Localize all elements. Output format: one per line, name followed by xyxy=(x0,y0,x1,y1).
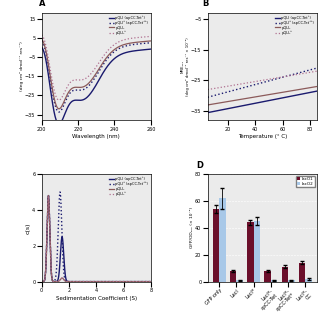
Legend: pQLI (apCC-Tet⁺), pQLI³ (apCC-Tet⁺³), pQLL, pQLL³: pQLI (apCC-Tet⁺), pQLI³ (apCC-Tet⁺³), pQ… xyxy=(108,176,149,197)
Y-axis label: GFP/OD₆₀₀ (× 10⁻²): GFP/OD₆₀₀ (× 10⁻²) xyxy=(190,207,194,248)
Text: D: D xyxy=(197,161,204,170)
Bar xyxy=(264,271,271,282)
Legend: lacO1, lacO2: lacO1, lacO2 xyxy=(296,176,315,188)
X-axis label: Temperature (° C): Temperature (° C) xyxy=(237,134,287,139)
Bar xyxy=(253,221,260,282)
X-axis label: Sedimentation Coefficient (S): Sedimentation Coefficient (S) xyxy=(56,296,137,300)
Y-axis label: (deg cm² dmol⁻¹ res⁻¹): (deg cm² dmol⁻¹ res⁻¹) xyxy=(20,42,24,92)
Bar xyxy=(305,279,312,282)
Text: B: B xyxy=(202,0,209,9)
Bar xyxy=(282,267,288,282)
Y-axis label: c(s): c(s) xyxy=(26,222,31,234)
Bar xyxy=(288,280,295,282)
X-axis label: Wavelength (nm): Wavelength (nm) xyxy=(72,134,120,139)
Bar xyxy=(236,280,243,282)
Y-axis label: MRE₂₂₂
(deg cm² dmol⁻¹ res⁻¹ × 10⁻²): MRE₂₂₂ (deg cm² dmol⁻¹ res⁻¹ × 10⁻²) xyxy=(181,37,189,96)
Bar xyxy=(230,271,236,282)
Bar xyxy=(299,263,305,282)
Bar xyxy=(247,222,253,282)
Bar xyxy=(271,280,277,282)
Text: A: A xyxy=(39,0,46,9)
Legend: pQLI (apCC-Tet⁺), pQLI³ (apCC-Tet⁺³), pQLL, pQLL³: pQLI (apCC-Tet⁺), pQLI³ (apCC-Tet⁺³), pQ… xyxy=(108,15,149,36)
Bar xyxy=(219,198,226,282)
Bar xyxy=(212,209,219,282)
Legend: pQLI (apCC-Tet⁺), pQLI³ (apCC-Tet⁺³), pQLL, pQLL³: pQLI (apCC-Tet⁺), pQLI³ (apCC-Tet⁺³), pQ… xyxy=(274,15,315,36)
